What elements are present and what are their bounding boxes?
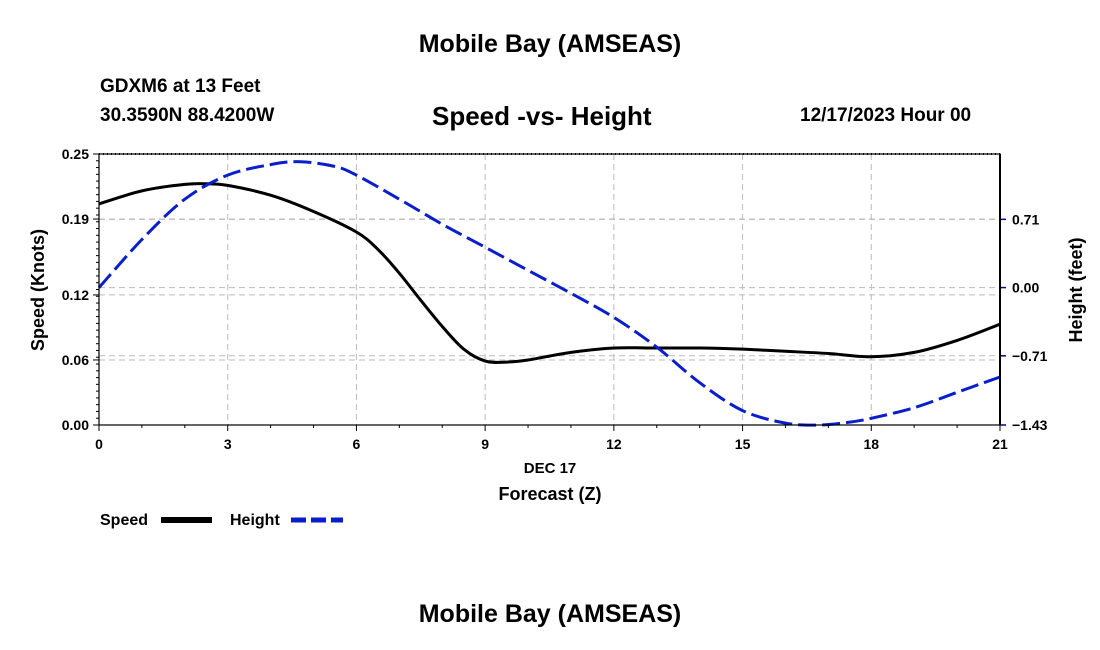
y-tick-label: 0.25 — [62, 146, 89, 162]
x-tick-label: 9 — [481, 436, 489, 452]
chart-title: Speed -vs- Height — [432, 101, 652, 131]
x-tick-label: 6 — [353, 436, 361, 452]
y2-tick-label: −1.43 — [1012, 417, 1048, 433]
grid-layer — [99, 154, 1000, 426]
page-title: Mobile Bay (AMSEAS) — [418, 30, 682, 58]
coordinates-label: 30.3590N 88.4200W — [100, 105, 275, 126]
y-tick-label: 0.00 — [62, 417, 89, 433]
series-height-line — [97, 160, 1001, 427]
footer-title: Mobile Bay (AMSEAS) — [418, 600, 682, 628]
x-date-label: DEC 17 — [524, 460, 577, 477]
x-tick-label: 15 — [735, 436, 751, 452]
x-tick-label: 12 — [606, 436, 622, 452]
y2-tick-label: 0.00 — [1012, 280, 1039, 296]
plot-frame — [98, 153, 1001, 426]
y-tick-label: 0.19 — [62, 211, 89, 227]
y-tick-label: 0.06 — [62, 352, 89, 368]
y2-axis-label: Height (feet) — [1066, 238, 1086, 343]
forecast-datetime: 12/17/2023 Hour 00 — [800, 105, 972, 126]
x-axis-label: Forecast (Z) — [498, 484, 601, 504]
series-layer — [97, 160, 1001, 427]
x-tick-label: 18 — [863, 436, 879, 452]
x-tick-label: 3 — [224, 436, 232, 452]
legend: Speed Height — [100, 512, 343, 529]
x-tick-label: 0 — [95, 436, 103, 452]
y2-tick-label: 0.71 — [1012, 211, 1039, 227]
y-axis-label: Speed (Knots) — [28, 229, 48, 351]
series-speed-line — [98, 182, 1001, 364]
y-tick-label: 0.12 — [62, 287, 89, 303]
legend-speed-label: Speed — [100, 512, 148, 529]
ticks-layer: 0 3 6 9 12 15 18 21 0.00 0.06 0.12 0.19 0.25 −1.43 −0.… — [62, 146, 1048, 452]
y2-tick-label: −0.71 — [1012, 348, 1048, 364]
legend-height-label: Height — [230, 512, 280, 529]
station-label: GDXM6 at 13 Feet — [100, 76, 261, 97]
x-tick-label: 21 — [992, 436, 1008, 452]
